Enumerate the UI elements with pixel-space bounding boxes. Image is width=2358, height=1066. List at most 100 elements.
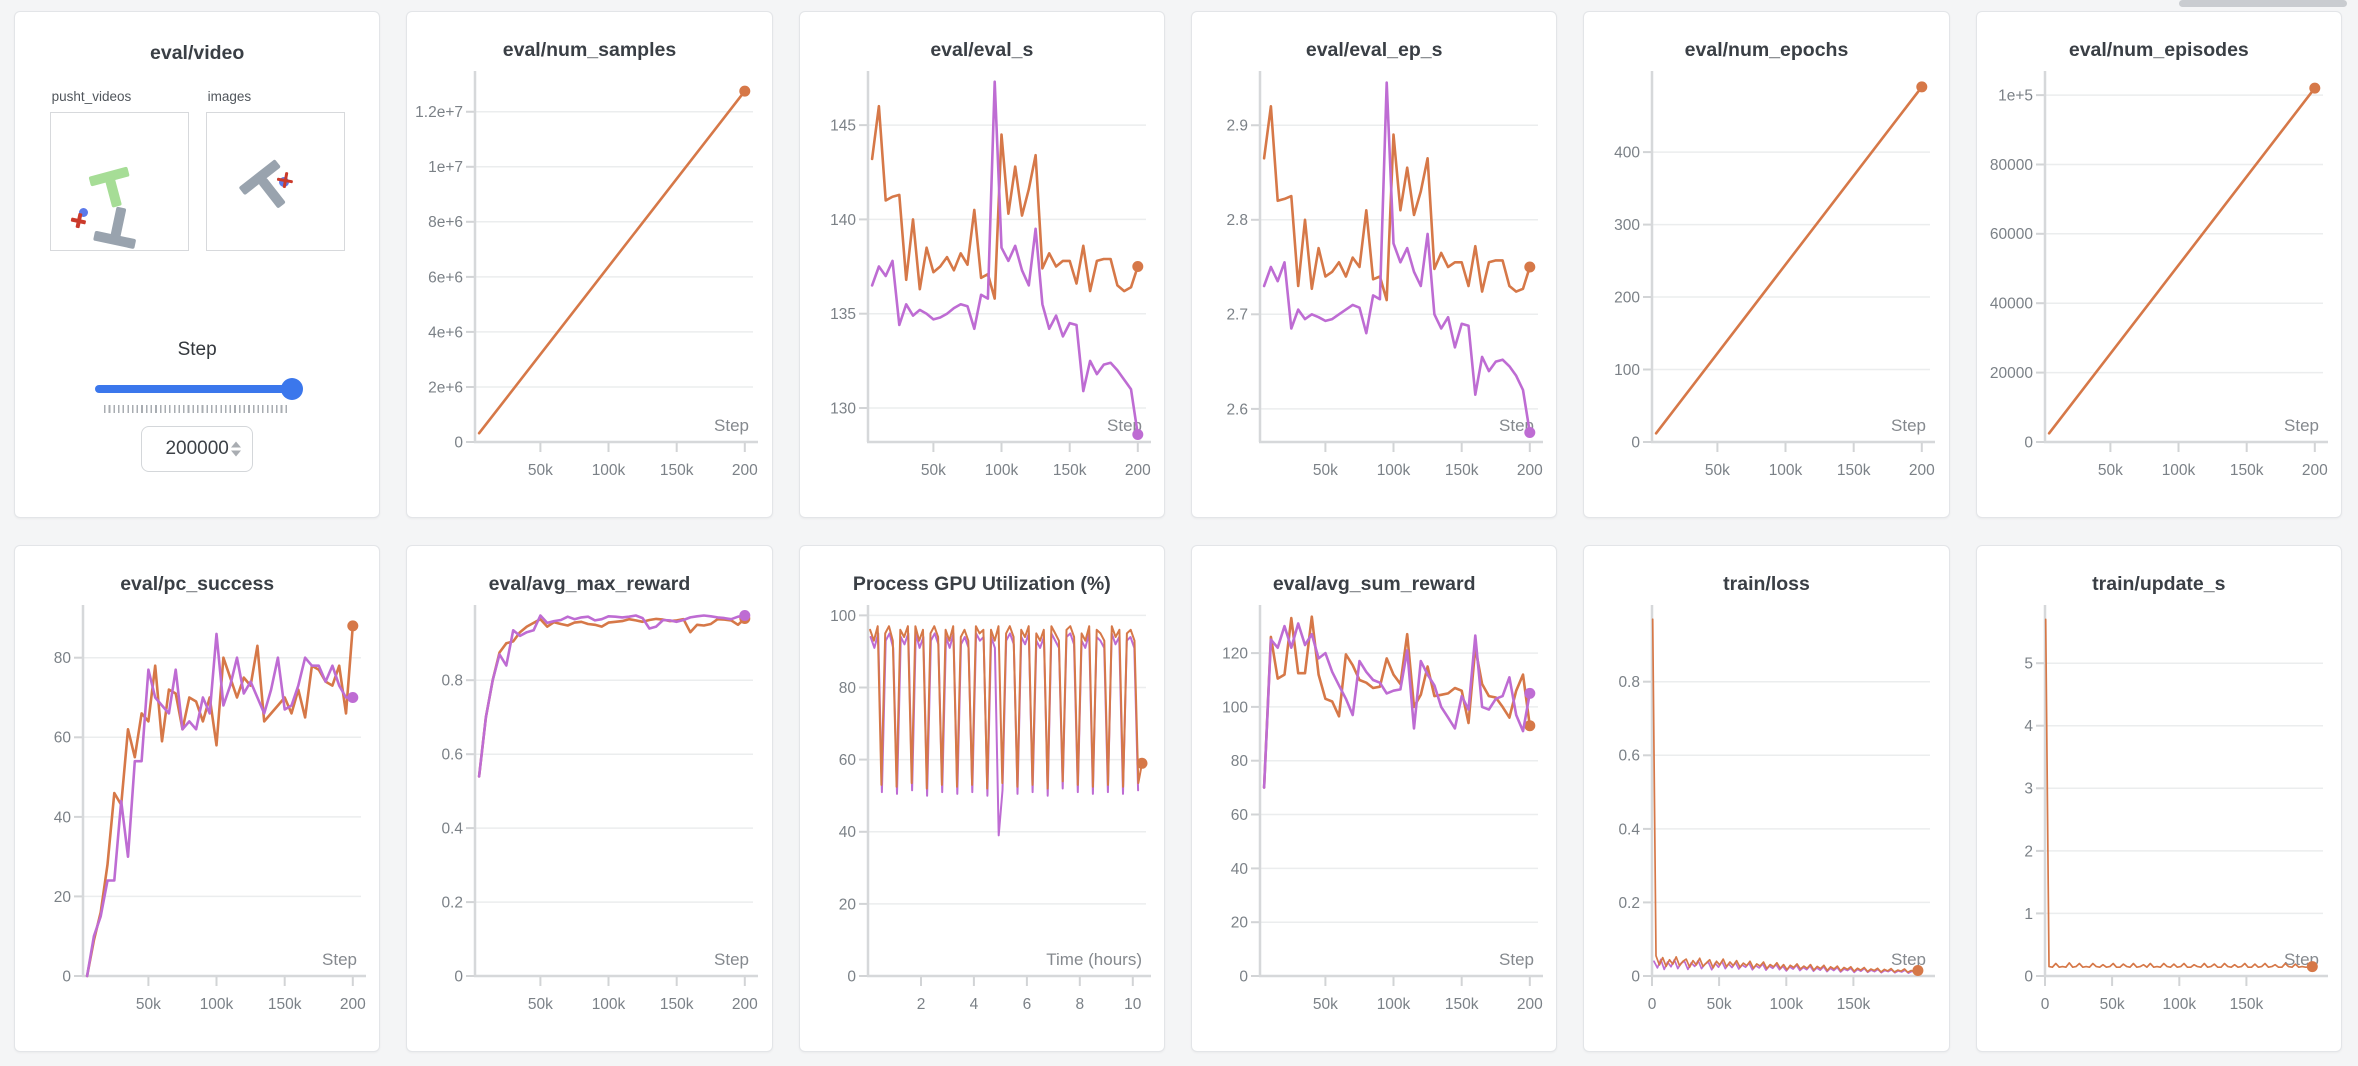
chart-plot[interactable]: 0 20 40 60 80 100 120 50k 100k 150k 200 Step <box>1204 602 1546 1042</box>
svg-text:40000: 40000 <box>1990 296 2033 313</box>
svg-text:50k: 50k <box>2098 462 2123 479</box>
media-label: pusht_videos <box>51 89 132 104</box>
agent-dot <box>78 208 88 217</box>
svg-text:50k: 50k <box>1707 996 1732 1013</box>
chart-plot[interactable]: 0 0.2 0.4 0.6 0.8 0 50k 100k 150k Step <box>1596 602 1938 1042</box>
svg-text:2.7: 2.7 <box>1226 307 1248 324</box>
panel-train-update-s: train/update_s 0 1 2 3 4 5 0 50k 100k 150k Step <box>1975 545 2342 1052</box>
chart-plot[interactable]: 0 2e+6 4e+6 6e+6 8e+6 1e+7 1.2e+7 50k 100k 150k 20… <box>415 68 761 508</box>
svg-text:20: 20 <box>54 889 72 906</box>
panel-title: eval/num_epochs <box>1684 39 1849 61</box>
svg-text:Step: Step <box>1107 416 1142 435</box>
step-value-input[interactable]: 200000 <box>141 426 254 472</box>
svg-text:Step: Step <box>1499 950 1534 969</box>
svg-text:50k: 50k <box>528 462 553 479</box>
svg-text:1e+7: 1e+7 <box>428 159 463 176</box>
svg-text:120: 120 <box>1222 646 1248 663</box>
panel-title: train/loss <box>1723 573 1810 595</box>
pusht-video-thumbnail[interactable] <box>49 112 189 251</box>
chart-plot[interactable]: 130 135 140 145 50k 100k 150k 200 Step <box>812 68 1154 508</box>
svg-text:40: 40 <box>1231 861 1249 878</box>
svg-text:2.6: 2.6 <box>1226 401 1248 418</box>
images-thumbnail[interactable] <box>205 112 345 251</box>
svg-text:80000: 80000 <box>1990 157 2033 174</box>
svg-text:60: 60 <box>54 730 72 747</box>
svg-text:0: 0 <box>1632 434 1641 451</box>
chart-plot[interactable]: 0 100 200 300 400 50k 100k 150k 200 Step <box>1596 68 1938 508</box>
svg-text:150k: 150k <box>660 996 694 1013</box>
svg-text:0.4: 0.4 <box>1619 821 1641 838</box>
svg-text:100k: 100k <box>1769 462 1803 479</box>
panel-title: Process GPU Utilization (%) <box>852 573 1111 595</box>
svg-text:1e+5: 1e+5 <box>1998 88 2033 105</box>
svg-text:0: 0 <box>2040 996 2049 1013</box>
chart-plot[interactable]: 0 0.2 0.4 0.6 0.8 50k 100k 150k 200 Step <box>419 602 761 1042</box>
svg-text:100: 100 <box>1222 699 1248 716</box>
svg-text:60: 60 <box>1231 807 1249 824</box>
chart-plot[interactable]: 0 20000 40000 60000 80000 1e+5 50k 100k 150k 200 S… <box>1989 68 2331 508</box>
svg-text:0: 0 <box>2024 968 2033 985</box>
svg-text:100k: 100k <box>1770 996 1804 1013</box>
svg-text:200: 200 <box>340 996 366 1013</box>
panel-eval-eval-ep-s: eval/eval_ep_s 2.6 2.7 2.8 2.9 50k 100k 150k 20… <box>1191 11 1558 518</box>
svg-text:2e+6: 2e+6 <box>428 379 463 396</box>
svg-text:1.2e+7: 1.2e+7 <box>415 104 463 121</box>
svg-text:150k: 150k <box>1053 462 1087 479</box>
svg-text:0.8: 0.8 <box>1619 674 1641 691</box>
svg-text:0: 0 <box>455 434 464 451</box>
svg-text:Time (hours): Time (hours) <box>1046 950 1142 969</box>
svg-text:100k: 100k <box>984 462 1018 479</box>
svg-text:130: 130 <box>830 400 856 417</box>
svg-text:100k: 100k <box>2161 462 2195 479</box>
svg-text:100k: 100k <box>592 462 626 479</box>
stepper-arrows-icon[interactable] <box>231 441 242 457</box>
svg-text:100k: 100k <box>200 996 234 1013</box>
step-slider-track[interactable] <box>95 385 300 393</box>
svg-text:300: 300 <box>1614 217 1640 234</box>
svg-text:50k: 50k <box>528 996 553 1013</box>
svg-text:200: 200 <box>732 462 758 479</box>
svg-text:0.2: 0.2 <box>442 895 464 912</box>
panel-eval-num-samples: eval/num_samples 0 2e+6 4e+6 6e+6 8e+6 1e+7 1.… <box>406 11 773 518</box>
svg-text:80: 80 <box>1231 753 1249 770</box>
svg-text:1: 1 <box>2024 906 2033 923</box>
svg-text:5: 5 <box>2024 656 2033 673</box>
svg-text:2: 2 <box>916 996 925 1013</box>
svg-text:400: 400 <box>1614 145 1640 162</box>
svg-text:150k: 150k <box>1445 996 1479 1013</box>
panel-title: train/update_s <box>2092 573 2226 595</box>
svg-text:150k: 150k <box>1837 462 1871 479</box>
svg-text:0: 0 <box>1239 968 1248 985</box>
chart-plot[interactable]: 0 20 40 60 80 100 2 4 6 8 10 Time (hours) <box>812 602 1154 1042</box>
step-slider-label: Step <box>177 339 217 360</box>
svg-text:80: 80 <box>54 650 72 667</box>
media-label: images <box>207 89 252 104</box>
panel-eval-num-episodes: eval/num_episodes 0 20000 40000 60000 80000 1… <box>1975 11 2342 518</box>
panel-eval-num-epochs: eval/num_epochs 0 100 200 300 400 50k 100k 150k… <box>1583 11 1950 518</box>
svg-text:200: 200 <box>732 996 758 1013</box>
step-slider-thumb[interactable] <box>281 378 304 400</box>
svg-text:20000: 20000 <box>1990 365 2033 382</box>
svg-text:150k: 150k <box>1837 996 1871 1013</box>
svg-text:100k: 100k <box>2162 996 2196 1013</box>
panel-eval-pc-success: eval/pc_success 0 20 40 60 80 50k 100k 150k 200 S… <box>14 545 381 1052</box>
svg-text:2.8: 2.8 <box>1226 212 1248 229</box>
step-slider[interactable] <box>95 377 304 401</box>
svg-text:6e+6: 6e+6 <box>428 269 463 286</box>
svg-text:145: 145 <box>830 118 856 135</box>
goal-cross <box>69 212 87 230</box>
panel-process-gpu-utilization: Process GPU Utilization (%) 0 20 40 60 80 100… <box>798 545 1165 1052</box>
chart-plot[interactable]: 0 20 40 60 80 50k 100k 150k 200 Step <box>27 602 369 1042</box>
svg-text:Step: Step <box>1891 416 1926 435</box>
media-images: images <box>205 89 345 251</box>
svg-text:200: 200 <box>1517 996 1543 1013</box>
svg-text:150k: 150k <box>1445 462 1479 479</box>
goal-cross <box>275 171 294 190</box>
svg-text:50k: 50k <box>1313 462 1338 479</box>
svg-text:140: 140 <box>830 212 856 229</box>
scrollbar-thumb[interactable] <box>2179 0 2347 7</box>
svg-text:6: 6 <box>1022 996 1031 1013</box>
